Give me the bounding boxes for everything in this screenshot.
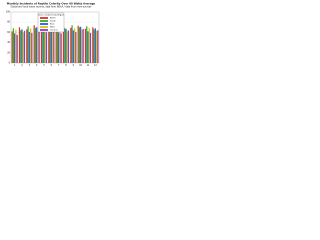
legend-swatch xyxy=(40,23,48,25)
bar xyxy=(16,34,18,63)
chart-title: Monthly Incidents of Reptile Celerity Ov… xyxy=(7,2,96,6)
bar xyxy=(59,27,61,63)
x-tick-label: 3 xyxy=(29,64,31,67)
bar xyxy=(64,28,66,63)
bar xyxy=(77,25,79,63)
x-tick-label: 9 xyxy=(73,64,75,67)
bar xyxy=(18,27,21,63)
y-tick-label: 60 xyxy=(7,31,10,34)
bar xyxy=(22,32,24,63)
x-tick-label: 4 xyxy=(36,64,38,67)
bar xyxy=(38,29,40,63)
bar xyxy=(60,33,62,63)
bar xyxy=(82,28,84,63)
bar xyxy=(44,26,46,63)
bar xyxy=(12,28,15,63)
bar xyxy=(56,25,59,63)
bar xyxy=(53,29,55,64)
bar xyxy=(80,26,82,63)
bar xyxy=(55,29,57,64)
bar xyxy=(36,27,38,63)
bar xyxy=(94,28,96,63)
bar xyxy=(58,32,60,63)
bar xyxy=(70,27,72,64)
bar xyxy=(81,29,83,64)
bar xyxy=(49,29,51,63)
x-tick-label: 10 xyxy=(79,64,82,67)
bar xyxy=(23,30,26,63)
bar xyxy=(88,27,90,64)
legend-label: Central xyxy=(50,29,58,32)
x-tick-label: 1 xyxy=(14,64,16,67)
legend-swatch xyxy=(40,17,48,19)
bar xyxy=(45,32,48,63)
bar xyxy=(40,28,43,63)
bar xyxy=(87,31,89,63)
bar xyxy=(29,28,32,63)
bar xyxy=(73,28,76,63)
bar xyxy=(51,30,54,63)
bar xyxy=(48,26,50,64)
bar xyxy=(89,32,92,63)
legend-swatch xyxy=(40,20,48,22)
bar xyxy=(21,29,23,63)
bar xyxy=(33,25,35,63)
x-tick-label: 7 xyxy=(58,64,60,67)
legend-label: East xyxy=(50,23,55,26)
bar xyxy=(31,32,33,63)
bar xyxy=(42,24,44,63)
bar xyxy=(26,29,28,63)
legend-swatch xyxy=(40,26,48,28)
bar xyxy=(43,30,45,63)
x-tick-label: 11 xyxy=(87,64,90,67)
bar xyxy=(20,30,22,63)
y-tick-label: 80 xyxy=(7,21,10,24)
bar xyxy=(71,25,73,63)
bar xyxy=(50,27,52,64)
legend-title: Total - Incidents by Region xyxy=(38,14,65,17)
bar xyxy=(92,27,94,63)
bar xyxy=(75,31,77,63)
y-tick-label: 0 xyxy=(9,62,11,65)
legend-label: North xyxy=(50,17,56,20)
bar xyxy=(84,28,87,63)
bar xyxy=(93,29,95,63)
bar xyxy=(11,31,13,63)
bar xyxy=(97,30,99,63)
legend-label: South xyxy=(50,20,57,23)
x-tick-label: 2 xyxy=(21,64,23,67)
legend-label: West xyxy=(50,26,55,29)
bar xyxy=(27,26,29,64)
x-tick-label: 8 xyxy=(65,64,67,67)
y-tick-label: 40 xyxy=(7,41,10,44)
x-tick-label: 5 xyxy=(43,64,45,67)
bar xyxy=(72,30,74,63)
y-tick-label: 100 xyxy=(6,11,11,14)
bar xyxy=(37,30,39,63)
bar xyxy=(67,30,70,63)
chart-subtitle: Global and local mean records, data from… xyxy=(11,6,93,9)
bar xyxy=(62,26,65,63)
bar xyxy=(28,31,30,63)
x-tick-label: 6 xyxy=(51,64,53,67)
chart: Monthly Incidents of Reptile Celerity Ov… xyxy=(0,0,102,70)
bar xyxy=(95,30,98,63)
legend-swatch xyxy=(40,29,48,31)
x-tick-label: 12 xyxy=(94,64,97,67)
bar xyxy=(34,27,37,64)
bar xyxy=(14,33,16,63)
bar xyxy=(66,31,68,63)
bar xyxy=(15,29,17,64)
bar xyxy=(86,26,88,64)
y-tick-label: 20 xyxy=(7,51,10,54)
bar xyxy=(78,27,81,63)
bar xyxy=(65,28,67,63)
